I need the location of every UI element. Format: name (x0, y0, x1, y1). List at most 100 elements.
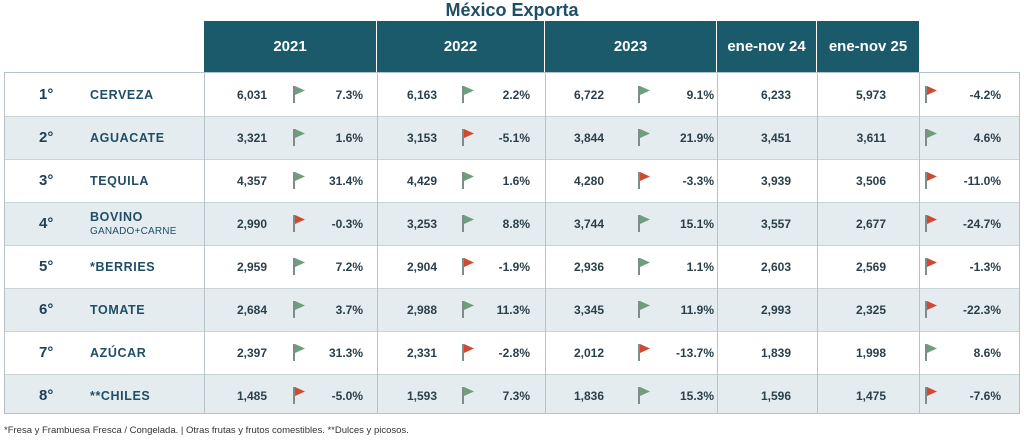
flag-icon (293, 387, 305, 404)
value-ene-nov-25: 1,475 (855, 388, 886, 403)
rank-label: 5° (39, 258, 54, 275)
table-row: 3° TEQUILA 4,357 31.4% 4,429 1.6% 4,280 -3.3% 3,… (5, 159, 1019, 202)
table-row: 8° **CHILES 1,485 -5.0% 1,593 7.3% 1,836 15.3% 1… (5, 374, 1019, 413)
change-2023: -3.3% (682, 173, 714, 188)
product-name: **CHILES (90, 374, 150, 413)
change-2021: 1.6% (335, 130, 363, 145)
value-2022: 6,163 (406, 87, 437, 102)
value-2022: 1,593 (406, 388, 437, 403)
value-ene-nov-25: 2,325 (855, 302, 886, 317)
value-2021: 1,485 (236, 388, 267, 403)
product-label: CERVEZA (90, 87, 154, 102)
value-2023: 3,345 (573, 302, 604, 317)
product-label: AZÚCAR (90, 345, 147, 360)
page-title: México Exporta (445, 0, 579, 20)
product-name: AGUACATE (90, 116, 165, 159)
flag-icon (462, 129, 474, 146)
table-row: 5° *BERRIES 2,959 7.2% 2,904 -1.9% 2,936 1.1% 2,… (5, 245, 1019, 288)
change-2023: -13.7% (675, 345, 714, 360)
product-label: TEQUILA (90, 173, 150, 188)
flag-icon (638, 387, 650, 404)
flag-icon (293, 344, 305, 361)
value-ene-nov-25: 2,677 (855, 216, 886, 231)
product-name: TOMATE (90, 288, 145, 331)
flag-icon (462, 258, 474, 275)
change-2023: 15.1% (679, 216, 714, 231)
rank-label: 4° (39, 215, 54, 232)
change-2023: 11.9% (680, 302, 714, 317)
change-2021: -0.3% (331, 216, 363, 231)
row-divider (5, 159, 1019, 160)
value-2023: 1,836 (573, 388, 604, 403)
flag-icon (293, 301, 305, 318)
value-ene-nov-24: 2,993 (760, 302, 791, 317)
change-ene-nov-25: -4.2% (969, 87, 1001, 102)
value-2021: 3,321 (236, 130, 267, 145)
change-2021: 7.3% (335, 87, 363, 102)
flag-icon (293, 86, 305, 103)
flag-icon (462, 301, 474, 318)
row-divider (5, 331, 1019, 332)
value-ene-nov-24: 3,451 (760, 130, 791, 145)
change-2022: -2.8% (498, 345, 530, 360)
value-ene-nov-24: 3,939 (760, 173, 791, 188)
value-ene-nov-24: 6,233 (760, 87, 791, 102)
flag-icon (925, 344, 937, 361)
flag-icon (925, 301, 937, 318)
change-2021: 3.7% (335, 302, 363, 317)
change-2022: 1.6% (502, 173, 530, 188)
value-ene-nov-24: 3,557 (760, 216, 791, 231)
change-2023: 1.1% (686, 259, 714, 274)
product-name: *BERRIES (90, 245, 155, 288)
value-2022: 2,331 (406, 345, 437, 360)
table-row: 6° TOMATE 2,684 3.7% 2,988 11.3% 3,345 11.9% 2,9… (5, 288, 1019, 331)
change-ene-nov-25: -7.6% (969, 388, 1001, 403)
product-name: AZÚCAR (90, 331, 146, 374)
change-2021: -5.0% (331, 388, 363, 403)
product-name: TEQUILA (90, 159, 149, 202)
value-2022: 4,429 (406, 173, 437, 188)
flag-icon (638, 172, 650, 189)
rank-label: 1° (39, 86, 54, 103)
value-2023: 3,744 (573, 216, 604, 231)
export-table: 1° CERVEZA 6,031 7.3% 6,163 2.2% 6,722 9.1% 6,23… (4, 72, 1020, 414)
value-ene-nov-25: 5,973 (855, 87, 886, 102)
flag-icon (462, 387, 474, 404)
flag-icon (925, 258, 937, 275)
header-2022: 2022 (377, 21, 544, 72)
flag-icon (462, 344, 474, 361)
value-2023: 2,012 (573, 345, 604, 360)
rank-label: 7° (39, 344, 54, 361)
value-2023: 4,280 (573, 173, 604, 188)
change-2022: 11.3% (496, 302, 530, 317)
row-divider (5, 245, 1019, 246)
footnote: *Fresa y Frambuesa Fresca / Congelada. |… (4, 425, 409, 436)
value-ene-nov-25: 2,569 (855, 259, 886, 274)
header-ene-nov-24: ene-nov 24 (717, 21, 816, 72)
table-row: 1° CERVEZA 6,031 7.3% 6,163 2.2% 6,722 9.1% 6,23… (5, 73, 1019, 116)
flag-icon (293, 258, 305, 275)
change-2021: 31.3% (328, 345, 363, 360)
value-2022: 2,988 (406, 302, 437, 317)
product-label: TOMATE (90, 302, 146, 317)
value-2021: 2,684 (236, 302, 267, 317)
change-2023: 21.9% (679, 130, 714, 145)
value-2023: 2,936 (573, 259, 604, 274)
rank-label: 8° (39, 387, 54, 404)
change-2021: 7.2% (335, 259, 363, 274)
flag-icon (293, 172, 305, 189)
table-row: 7° AZÚCAR 2,397 31.3% 2,331 -2.8% 2,012 -13.7% 1… (5, 331, 1019, 374)
flag-icon (925, 86, 937, 103)
value-ene-nov-25: 3,611 (856, 130, 886, 145)
flag-icon (925, 172, 937, 189)
product-label: AGUACATE (90, 130, 165, 145)
flag-icon (638, 86, 650, 103)
row-divider (5, 374, 1019, 375)
change-ene-nov-25: -1.3% (969, 259, 1001, 274)
change-2023: 9.1% (686, 87, 714, 102)
flag-icon (638, 129, 650, 146)
table-row: 4° BOVINO GANADO+CARNE 2,990 -0.3% 3,253 8.8% 3… (5, 202, 1019, 245)
value-ene-nov-24: 1,839 (760, 345, 791, 360)
value-ene-nov-24: 2,603 (760, 259, 791, 274)
header-2023: 2023 (545, 21, 716, 72)
